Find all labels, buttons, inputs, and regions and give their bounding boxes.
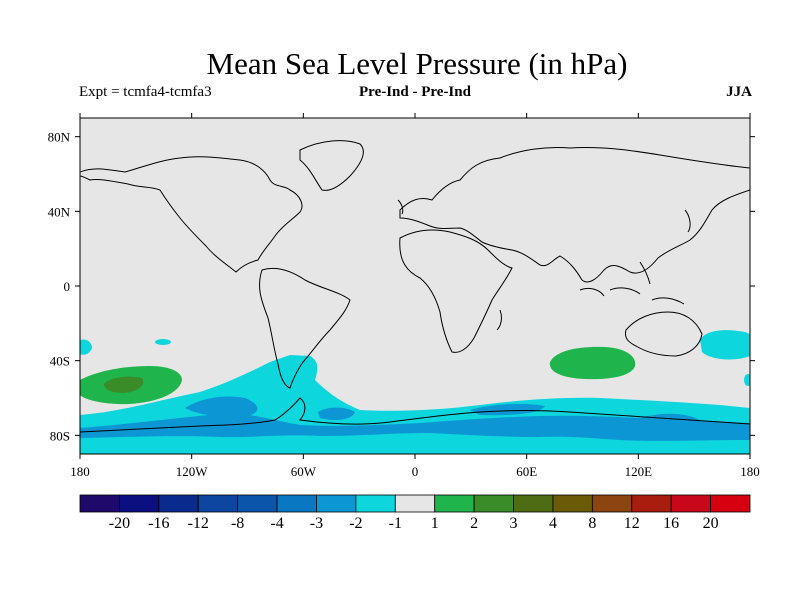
colorbar: -20 -16 -12 -8 -4 -3 -2 -1 1 2 3 4 8 12 16 20 xyxy=(79,494,751,532)
positive-anomaly-region xyxy=(104,376,144,393)
colorbar-label: 3 xyxy=(510,515,518,532)
lat-tick-label: 0 xyxy=(64,279,71,294)
colorbar-label: 2 xyxy=(470,515,478,532)
lon-tick-label: 60W xyxy=(291,464,317,479)
lon-tick-label: 60E xyxy=(516,464,537,479)
coastline-australia xyxy=(625,311,703,357)
coastline-islands xyxy=(579,261,685,305)
positive-anomaly-region xyxy=(549,346,636,380)
colorbar-swatch xyxy=(276,494,317,513)
lat-tick-label: 80S xyxy=(50,428,70,443)
colorbar-swatch xyxy=(552,494,593,513)
colorbar-label: -4 xyxy=(270,515,283,532)
lon-tick-label: 120W xyxy=(176,464,209,479)
colorbar-label: -3 xyxy=(310,515,323,532)
colorbar-label: 12 xyxy=(624,515,640,532)
lon-tick-label: 0 xyxy=(412,464,419,479)
colorbar-label: 20 xyxy=(703,515,719,532)
colorbar-swatch xyxy=(631,494,672,513)
coastline-eurasia xyxy=(399,146,750,283)
map-title: Mean Sea Level Pressure (in hPa) xyxy=(206,46,628,81)
negative-anomaly-region xyxy=(640,413,700,427)
negative-anomaly-region xyxy=(185,396,258,417)
colorbar-swatch xyxy=(513,494,554,513)
coastline-antarctica xyxy=(80,397,750,433)
lon-tick-label: 180 xyxy=(70,464,90,479)
colorbar-label: 8 xyxy=(588,515,596,532)
colorbar-label: 4 xyxy=(549,515,557,532)
season-label: JJA xyxy=(726,84,752,100)
negative-anomaly-region xyxy=(318,407,355,420)
colorbar-label: 16 xyxy=(663,515,679,532)
colorbar-label: -20 xyxy=(109,515,130,532)
colorbar-swatch xyxy=(316,494,357,513)
colorbar-swatch xyxy=(355,494,396,513)
coastlines xyxy=(80,140,750,433)
colorbar-swatch xyxy=(197,494,239,513)
negative-anomaly-region xyxy=(80,413,750,441)
negative-anomaly-region xyxy=(744,374,750,386)
period-label: Pre-Ind - Pre-Ind xyxy=(359,84,471,100)
coastline-africa xyxy=(399,229,513,353)
colorbar-label: -16 xyxy=(148,515,169,532)
colorbar-label: -8 xyxy=(231,515,244,532)
colorbar-label: -1 xyxy=(389,515,402,532)
colorbar-label: 1 xyxy=(431,515,439,532)
coastline-greenland xyxy=(299,140,364,191)
experiment-label: Expt = tcmfa4-tcmfa3 xyxy=(79,84,212,100)
colorbar-label: -2 xyxy=(349,515,362,532)
lat-tick-label: 40N xyxy=(48,204,71,219)
coastline-north-america xyxy=(80,156,303,273)
negative-anomaly-region xyxy=(700,330,750,360)
coastline-small-islands xyxy=(397,199,691,331)
pressure-anomaly-fields xyxy=(80,330,750,454)
lon-tick-label: 120E xyxy=(625,464,653,479)
colorbar-swatch xyxy=(79,494,120,513)
colorbar-swatch xyxy=(394,494,436,513)
lon-tick-label: 180 xyxy=(740,464,760,479)
negative-anomaly-region xyxy=(80,339,92,355)
colorbar-swatch xyxy=(591,494,633,513)
colorbar-swatch xyxy=(119,494,160,513)
colorbar-swatch xyxy=(473,494,514,513)
latitude-axis: 80N 40N 0 40S 80S xyxy=(48,130,755,443)
longitude-axis: 180 120W 60W 0 60E 120E 180 xyxy=(70,113,760,479)
negative-anomaly-region xyxy=(470,403,545,416)
lat-tick-label: 80N xyxy=(48,130,71,145)
colorbar-swatch xyxy=(237,494,278,513)
coastline-south-america xyxy=(259,267,351,389)
lat-tick-label: 40S xyxy=(50,354,70,369)
colorbar-label: -12 xyxy=(188,515,209,532)
negative-anomaly-region xyxy=(155,339,171,345)
colorbar-swatch xyxy=(670,494,711,513)
colorbar-swatch xyxy=(434,494,475,513)
colorbar-swatch xyxy=(158,494,199,513)
colorbar-swatch xyxy=(710,494,751,513)
